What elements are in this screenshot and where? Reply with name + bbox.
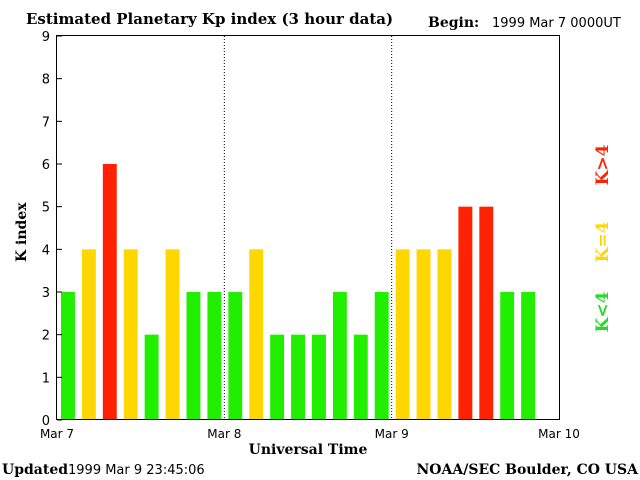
kp-bar — [395, 249, 410, 420]
updated-label: Updated — [2, 462, 68, 478]
kp-bar — [81, 249, 96, 420]
plot-frame — [56, 35, 560, 420]
legend-entry: K>4 — [593, 144, 613, 185]
kp-bar — [353, 334, 368, 420]
kp-bar — [144, 334, 159, 420]
kp-bar — [312, 334, 326, 420]
y-tick-label: 5 — [42, 201, 50, 216]
y-tick-label: 4 — [42, 243, 50, 258]
kp-bar — [437, 249, 452, 420]
kp-bar — [228, 292, 243, 420]
kp-bar — [102, 164, 117, 420]
x-axis-label: Universal Time — [249, 442, 368, 458]
y-tick-label: 0 — [42, 414, 50, 429]
begin-value: 1999 Mar 7 0000UT — [492, 16, 621, 31]
x-tick-label: Mar 9 — [375, 427, 409, 441]
kp-bar — [332, 292, 347, 420]
y-tick-label: 9 — [42, 30, 50, 45]
y-tick-label: 7 — [42, 115, 50, 130]
kp-bar — [479, 206, 494, 420]
kp-bar — [207, 292, 222, 420]
begin-label: Begin: — [428, 15, 479, 31]
y-axis-ticks: 0 1 2 3 4 5 6 7 8 9 — [42, 30, 62, 429]
y-tick-label: 2 — [42, 329, 50, 344]
kp-bar — [249, 249, 264, 420]
y-tick-label: 1 — [42, 371, 50, 386]
kp-bar — [270, 334, 285, 420]
x-tick-label: Mar 7 — [40, 427, 74, 441]
y-axis-label: K index — [14, 202, 30, 262]
kp-bar — [374, 292, 389, 420]
day-dividers — [223, 36, 393, 420]
kp-bar — [186, 292, 201, 420]
kp-bar — [291, 334, 305, 420]
credit: NOAA/SEC Boulder, CO USA — [417, 462, 640, 478]
bars — [61, 164, 536, 420]
kp-bar — [123, 249, 138, 420]
kp-bar — [458, 206, 473, 420]
legend: K<4 K=4 K>4 — [593, 144, 613, 332]
kp-bar — [521, 292, 536, 420]
x-tick-label: Mar 8 — [207, 427, 241, 441]
chart-title: Estimated Planetary Kp index (3 hour dat… — [26, 10, 393, 28]
x-tick-label: Mar 10 — [538, 427, 580, 441]
y-tick-label: 8 — [42, 73, 50, 88]
legend-entry: K=4 — [593, 221, 613, 262]
kp-bar — [416, 249, 431, 420]
legend-entry: K<4 — [593, 291, 613, 332]
y-tick-label: 6 — [42, 158, 50, 173]
y-tick-label: 3 — [42, 286, 50, 301]
kp-bar — [500, 292, 515, 420]
kp-bar — [165, 249, 180, 420]
kp-bar — [61, 292, 75, 420]
updated-value: 1999 Mar 9 23:45:06 — [68, 463, 205, 478]
x-axis-ticks: Mar 7 Mar 8 Mar 9 Mar 10 — [40, 427, 580, 441]
